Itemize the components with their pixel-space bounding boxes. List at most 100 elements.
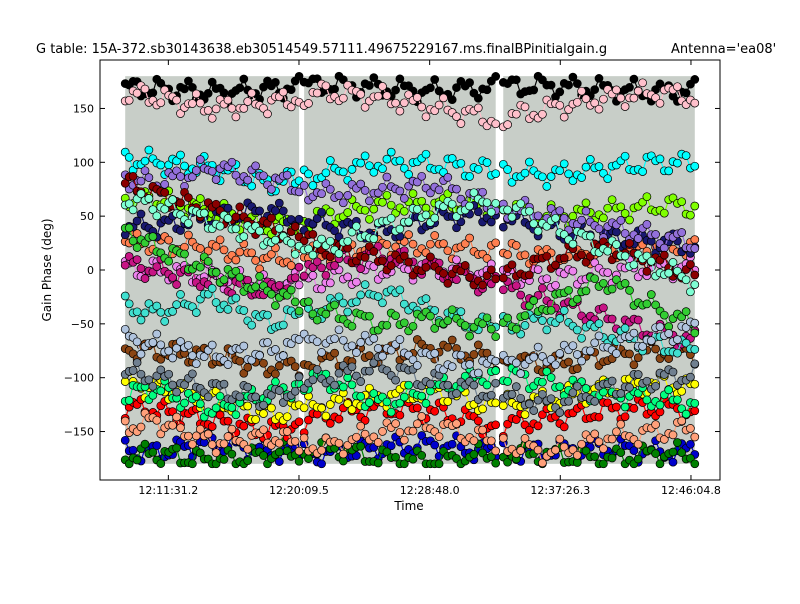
data-point — [304, 169, 313, 179]
data-point — [325, 184, 335, 194]
data-point — [668, 447, 678, 457]
data-point — [439, 269, 448, 278]
data-point — [338, 167, 348, 177]
series — [120, 188, 700, 297]
data-point — [356, 158, 366, 168]
data-point — [207, 77, 217, 87]
data-point — [317, 189, 326, 199]
data-point — [317, 207, 326, 217]
data-point — [207, 113, 217, 123]
data-point — [290, 249, 300, 259]
data-point — [325, 207, 335, 217]
data-point — [184, 431, 193, 441]
data-point — [334, 438, 344, 448]
data-point — [223, 416, 233, 426]
data-point — [538, 109, 547, 119]
data-point — [243, 456, 253, 466]
data-point — [251, 282, 260, 292]
data-point — [140, 166, 150, 176]
data-point — [572, 381, 582, 391]
data-point — [686, 424, 695, 433]
data-point — [184, 218, 193, 228]
data-point — [421, 149, 431, 159]
data-point — [352, 297, 361, 307]
data-point — [294, 280, 304, 290]
data-point — [465, 78, 474, 87]
data-point — [572, 350, 582, 359]
data-point — [620, 251, 630, 261]
data-point — [369, 204, 379, 214]
data-point — [620, 209, 630, 218]
data-point — [460, 239, 470, 249]
data-point — [646, 290, 656, 299]
data-point — [551, 260, 560, 270]
data-point — [456, 119, 466, 128]
data-point — [430, 106, 440, 116]
data-point — [144, 375, 154, 385]
data-point — [633, 370, 643, 379]
data-point — [633, 234, 643, 243]
data-point — [478, 425, 487, 435]
data-point — [128, 445, 138, 455]
data-point — [533, 226, 543, 236]
data-point — [681, 88, 691, 98]
data-point — [286, 285, 296, 295]
data-point — [594, 437, 604, 447]
data-point — [386, 147, 396, 157]
data-point — [188, 83, 197, 92]
data-point — [227, 157, 237, 167]
data-point — [638, 342, 647, 351]
data-point — [633, 454, 643, 464]
data-point — [426, 311, 435, 321]
data-point — [211, 104, 221, 114]
data-point — [360, 205, 370, 215]
data-point — [577, 215, 586, 225]
data-point — [456, 307, 466, 316]
data-point — [690, 201, 700, 211]
data-point — [219, 275, 229, 285]
data-point — [294, 456, 304, 466]
data-point — [430, 324, 440, 333]
data-point — [156, 429, 166, 439]
data-point — [343, 236, 353, 246]
data-point — [533, 211, 543, 221]
data-point — [555, 382, 565, 391]
data-point — [330, 348, 339, 358]
data-point — [478, 187, 487, 197]
data-point — [317, 234, 326, 244]
data-point — [267, 213, 276, 223]
data-point — [542, 182, 552, 191]
data-point — [120, 291, 130, 301]
data-point — [243, 444, 253, 454]
data-point — [498, 433, 508, 443]
data-point — [686, 372, 695, 382]
y-tick-label: −150 — [64, 426, 94, 439]
data-point — [625, 383, 634, 392]
data-point — [651, 381, 660, 391]
data-point — [223, 203, 233, 213]
data-point — [321, 179, 331, 188]
data-point — [136, 349, 146, 359]
data-point — [180, 84, 189, 94]
data-point — [304, 297, 313, 306]
data-point — [599, 278, 608, 288]
data-point — [473, 368, 483, 378]
data-point — [686, 210, 695, 220]
data-point — [321, 270, 331, 280]
data-point — [195, 98, 205, 108]
data-point — [239, 104, 249, 113]
data-point — [546, 80, 556, 90]
data-point — [132, 229, 142, 238]
data-point — [211, 403, 221, 413]
data-point — [308, 229, 318, 239]
data-point — [473, 416, 483, 426]
data-point — [365, 366, 374, 376]
data-point — [478, 280, 487, 290]
data-point — [443, 246, 453, 256]
data-point — [507, 390, 517, 399]
data-point — [568, 72, 578, 82]
data-point — [395, 186, 405, 196]
data-point — [294, 262, 304, 272]
data-point — [395, 74, 405, 84]
data-point — [325, 419, 335, 428]
